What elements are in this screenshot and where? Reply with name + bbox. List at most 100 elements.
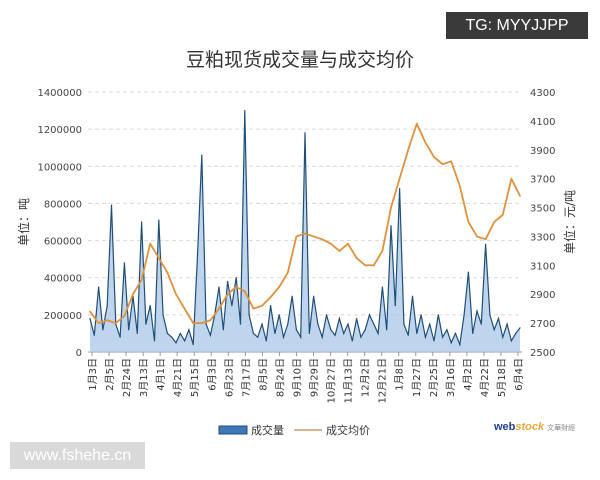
volume-point [330, 329, 332, 331]
x-tick-label: 6月3日 [206, 358, 218, 391]
price-point [89, 310, 91, 313]
volume-point [313, 295, 315, 297]
legend-price-label: 成交均价 [326, 423, 370, 437]
price-point [502, 213, 504, 216]
price-point [132, 293, 134, 296]
price-point [166, 271, 169, 274]
volume-point [403, 323, 405, 325]
volume-point [270, 304, 272, 307]
volume-point [506, 323, 508, 325]
volume-point [244, 109, 246, 112]
volume-point [257, 336, 259, 338]
y-tick-label: 0 [76, 348, 82, 359]
volume-point [227, 280, 229, 283]
y2-tick-label: 3900 [530, 146, 555, 157]
volume-point [184, 340, 186, 342]
volume-point [450, 342, 452, 344]
volume-point [98, 286, 100, 288]
price-point [373, 264, 375, 267]
price-point [433, 156, 435, 158]
y-tick-label: 1000000 [37, 162, 82, 173]
x-tick-label: 12月21日 [377, 358, 389, 403]
volume-point [489, 314, 491, 316]
volume-point [321, 336, 323, 338]
volume-point [222, 329, 224, 331]
price-point [510, 177, 513, 180]
x-tick-label: 12月2日 [360, 358, 372, 397]
x-tick-label: 6月4日 [513, 358, 525, 391]
volume-point [429, 323, 431, 325]
watermark-top: TG: MYYJJPP [446, 12, 588, 39]
volume-point [158, 219, 160, 221]
volume-point [454, 332, 457, 335]
volume-point [295, 329, 297, 331]
volume-point [416, 332, 418, 335]
x-axis-ticks: 1月3日 2月5日 2月24日 3月13日 4月1日 4月21日 5月15日 6月3日 6月23… [87, 352, 525, 403]
y-axis-ticks: 0 200000 400000 600000 800000 1000000 1200000 1… [37, 88, 82, 359]
legend-volume-label: 成交量 [251, 423, 284, 437]
volume-point [360, 336, 362, 338]
volume-point [218, 286, 220, 288]
volume-point [446, 329, 448, 331]
volume-point [274, 332, 276, 335]
volume-point [89, 317, 91, 320]
x-tick-label: 10月27日 [326, 358, 338, 403]
volume-point [265, 340, 267, 342]
price-point [140, 278, 143, 281]
y-tick-label: 800000 [44, 199, 82, 210]
price-point [209, 319, 212, 322]
price-point [312, 235, 315, 238]
volume-point [102, 329, 104, 331]
volume-point [141, 221, 143, 223]
price-point [467, 221, 470, 223]
y2-tick-label: 2700 [530, 319, 555, 330]
volume-point [123, 262, 125, 264]
volume-point [510, 340, 512, 342]
price-point [295, 235, 298, 238]
x-tick-label: 7月17日 [240, 358, 252, 397]
price-point [416, 122, 418, 125]
price-point [278, 286, 281, 288]
volume-point [373, 323, 375, 325]
y-tick-label: 600000 [44, 237, 82, 248]
volume-point [166, 332, 168, 335]
price-point [106, 319, 108, 322]
price-point [347, 242, 349, 245]
volume-point [153, 340, 156, 342]
volume-point [424, 336, 426, 338]
volume-point [377, 332, 379, 335]
volume-point [420, 314, 422, 316]
price-point [192, 322, 194, 324]
volume-point [110, 204, 113, 206]
price-point [364, 264, 367, 267]
volume-point [93, 334, 95, 336]
volume-point [179, 332, 181, 335]
volume-point [209, 334, 211, 336]
price-point [441, 163, 444, 166]
volume-point [334, 334, 336, 336]
volume-point [351, 340, 353, 342]
volume-point [459, 343, 461, 346]
volume-point [356, 317, 358, 320]
volume-point [386, 329, 388, 331]
price-point [123, 315, 126, 317]
y2-tick-label: 4100 [530, 117, 555, 128]
volume-point [128, 329, 130, 331]
volume-point [493, 329, 495, 331]
price-point [201, 322, 203, 324]
x-tick-label: 2月25日 [428, 358, 440, 397]
price-point [519, 195, 521, 197]
volume-point [308, 332, 310, 335]
price-point [493, 221, 496, 223]
volume-point [145, 323, 147, 325]
x-tick-label: 9月10日 [291, 358, 303, 397]
volume-point [519, 327, 521, 329]
price-point [330, 242, 332, 245]
x-tick-label: 5月18日 [496, 358, 508, 397]
volume-point [364, 329, 366, 331]
volume-point [231, 304, 233, 307]
price-point [149, 242, 151, 245]
volume-point [235, 277, 237, 279]
volume-point [463, 314, 465, 316]
y2-tick-label: 3500 [530, 204, 555, 215]
